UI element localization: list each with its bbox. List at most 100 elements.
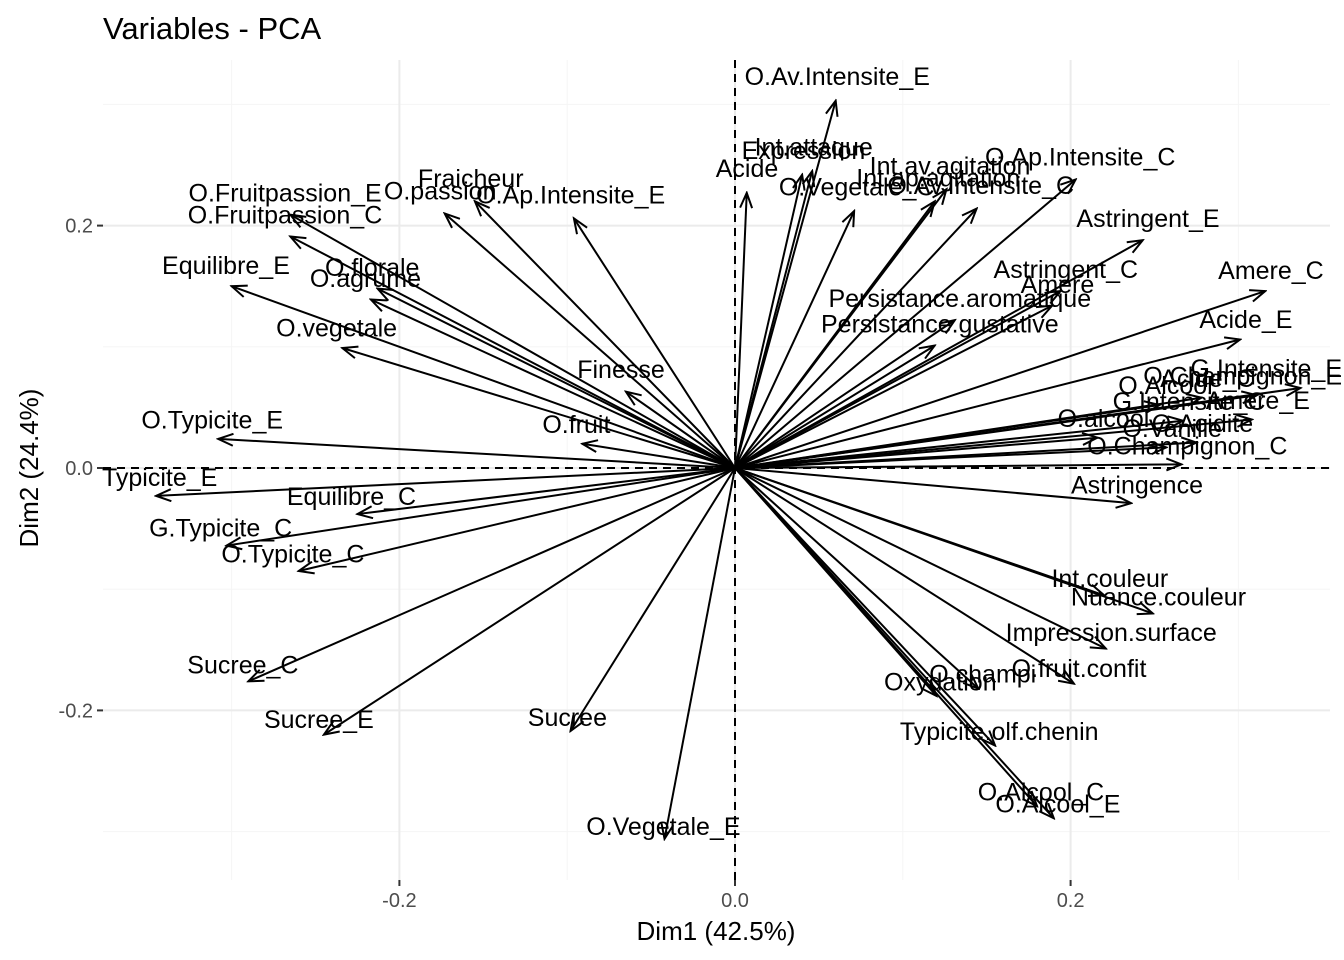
variable-arrow [734,175,802,469]
variable-label: Finesse [577,356,665,384]
y-tick-label: 0.2 [65,216,93,238]
variable-arrow [371,300,736,469]
variable-label: Astringent_C [994,256,1139,284]
variable-arrow [734,467,1074,684]
variable-label: Oxydation [884,668,997,696]
variable-label: Sucree_C [187,652,298,680]
variable-arrow [734,467,1153,613]
variable-arrow [582,444,736,469]
variable-label: O.champi [929,661,1036,689]
variable-label: Equilibre_E [162,252,290,280]
variable-label: O.Typicite_C [221,540,364,568]
variable-arrow [734,467,1131,503]
variable-arrow [665,467,736,839]
variable-arrows [156,101,1300,839]
variable-arrow [734,464,1181,468]
variable-label: O.Acidite [1152,410,1253,438]
variable-label: O.passion [384,178,497,206]
variable-label: O.Alcool_C [978,779,1104,807]
variable-label: Acide [716,155,779,183]
variable-arrow [734,346,935,469]
variable-label: O.Av.Intensite_C [887,172,1074,200]
variable-arrow [734,209,977,469]
variable-arrow [574,218,736,469]
variable-label: Nuance.couleur [1071,583,1246,611]
variable-label: Astringence [1071,472,1203,500]
variable-label: Int.ap.agitation [856,165,1020,193]
variable-label: O.Typicite_E [141,407,283,435]
variable-label: O.Vegetale_C [779,174,935,202]
variable-label: Amere_C [1218,257,1324,285]
variable-arrow [324,467,736,735]
variable-arrow [734,467,1106,649]
y-tick-label: 0.0 [65,458,93,480]
variable-arrow [734,180,1076,469]
variable-label: O.florale [325,254,419,282]
y-axis-title: Dim2 (24.4%) [14,389,44,548]
variable-label: O.Ap.Intensite_C [985,144,1175,172]
variable-label: Typicite.olf.chenin [900,718,1099,746]
variable-label: Persistance.aromatique [828,285,1091,313]
variable-label: O.fruit [542,411,610,439]
variable-label: O.alcool [1058,405,1150,433]
variable-arrow [734,291,1061,469]
chart-title: Variables - PCA [103,11,322,46]
x-axis-title: Dim1 (42.5%) [637,916,796,946]
variable-arrow [734,171,812,469]
variable-label: Persistance.gustative [821,310,1059,338]
variable-arrow [734,447,1166,469]
variable-arrow [734,211,854,469]
variable-arrow [357,467,736,514]
variable-label: G.Intensite_E [1191,355,1342,383]
variable-arrow [571,467,736,731]
variable-arrow [734,193,747,469]
variable-arrow [227,467,736,546]
variable-label: Sucree_E [264,706,374,734]
variable-label: Sucree [528,704,607,732]
variable-arrow [734,467,978,689]
variable-arrow [734,438,1097,469]
variable-arrow [626,392,736,469]
variable-arrow [232,286,736,469]
variable-arrow [445,213,736,469]
variable-label: Expression [742,137,866,165]
variable-label: O.Vegetale_E [586,813,740,841]
variable-label: O.vegetale [276,314,397,342]
variable-arrow [475,201,736,469]
variable-label: O.Av.Intensite_E [745,63,930,91]
variable-label: O.agrume [310,265,421,293]
axis-ticks: -0.2 0.0 0.2 -0.2 0.0 0.2 [59,216,1085,912]
variable-arrow [218,439,736,469]
variable-arrow [734,291,1265,469]
variable-arrow [734,320,955,469]
variable-arrow [734,340,1240,469]
variable-arrow [734,467,1054,818]
variable-arrow [299,467,736,571]
variable-label: Amere_E [1206,387,1310,415]
variable-label: Int.attaque [755,133,873,161]
x-tick-label: -0.2 [382,890,416,912]
variable-label: O.Fruitpassion_C [188,202,383,230]
variable-label: Amere [1021,271,1095,299]
variable-arrow [290,215,736,469]
variable-label: Acide_C [1160,365,1255,393]
variable-label: G.Intensite_C [1113,388,1266,416]
variable-label: O.Fruitpassion_E [189,180,382,208]
x-tick-label: 0.0 [721,890,749,912]
variable-label: O.Ap.Intensite_E [476,181,665,209]
variable-arrow [290,237,736,469]
variable-arrow [734,405,1160,469]
variable-label: Typicite_E [102,464,217,492]
variable-label: O.Champignon_E [1143,362,1342,390]
variable-label: Fraicheur [418,165,524,193]
variable-arrow [248,467,736,681]
variable-label: Equilibre_C [287,483,416,511]
variable-label: Impression.surface [1006,619,1217,647]
variable-label: Astringent_E [1076,205,1219,233]
variable-arrow [734,201,935,469]
variable-label: O.Vanille [1122,415,1222,443]
x-tick-label: 0.2 [1057,890,1085,912]
variable-label: Acide_E [1199,306,1292,334]
y-tick-label: -0.2 [59,700,93,722]
